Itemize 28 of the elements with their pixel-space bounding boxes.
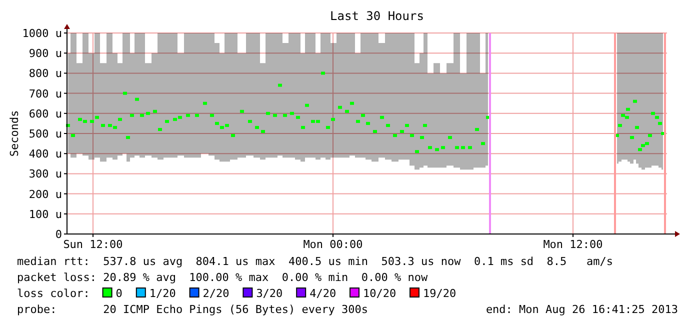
chart-title: Last 30 Hours	[330, 9, 424, 23]
y-tick-label: 0	[55, 228, 62, 241]
y-tick-label: 600 u	[28, 107, 62, 120]
y-tick-label: 700 u	[28, 87, 62, 100]
y-tick-label: 400 u	[28, 148, 62, 161]
y-tick-label: 800 u	[28, 67, 62, 80]
x-tick-label: Mon 00:00	[303, 238, 363, 251]
text: probe: 20 ICMP Echo Pings (56 Bytes) every 300s	[17, 303, 368, 316]
legend-title: loss color:	[17, 287, 90, 300]
y-tick-label: 900 u	[28, 47, 62, 60]
text: median rtt: 537.8 us avg 804.1 us max 400.5 us min 503.3 us now 0.1 ms sd 8.5 am/s	[17, 255, 614, 268]
legend-label: 1/20	[149, 287, 176, 300]
legend-label: 19/20	[423, 287, 456, 300]
y-tick-label: 500 u	[28, 128, 62, 140]
legend-label: 2/20	[202, 287, 230, 300]
legend-label: 10/20	[363, 287, 396, 300]
y-axis-title: Seconds	[8, 110, 21, 157]
legend-label: 0	[116, 287, 122, 300]
y-tick-label: 100 u	[28, 208, 62, 221]
legend-label: 4/20	[310, 287, 336, 300]
x-tick-label: Mon 12:00	[543, 238, 603, 251]
y-tick-label: 1000 u	[22, 27, 62, 40]
x-tick-label: Sun 12:00	[63, 238, 123, 251]
y-tick-label: 200 u	[28, 188, 62, 201]
text: packet loss: 20.89 % avg 100.00 % max 0.00 % min 0.00 % now	[17, 271, 428, 284]
text: end: Mon Aug 26 16:41:25 2013	[486, 303, 678, 316]
y-tick-label: 300 u	[28, 168, 62, 181]
legend-label: 3/20	[256, 287, 283, 300]
